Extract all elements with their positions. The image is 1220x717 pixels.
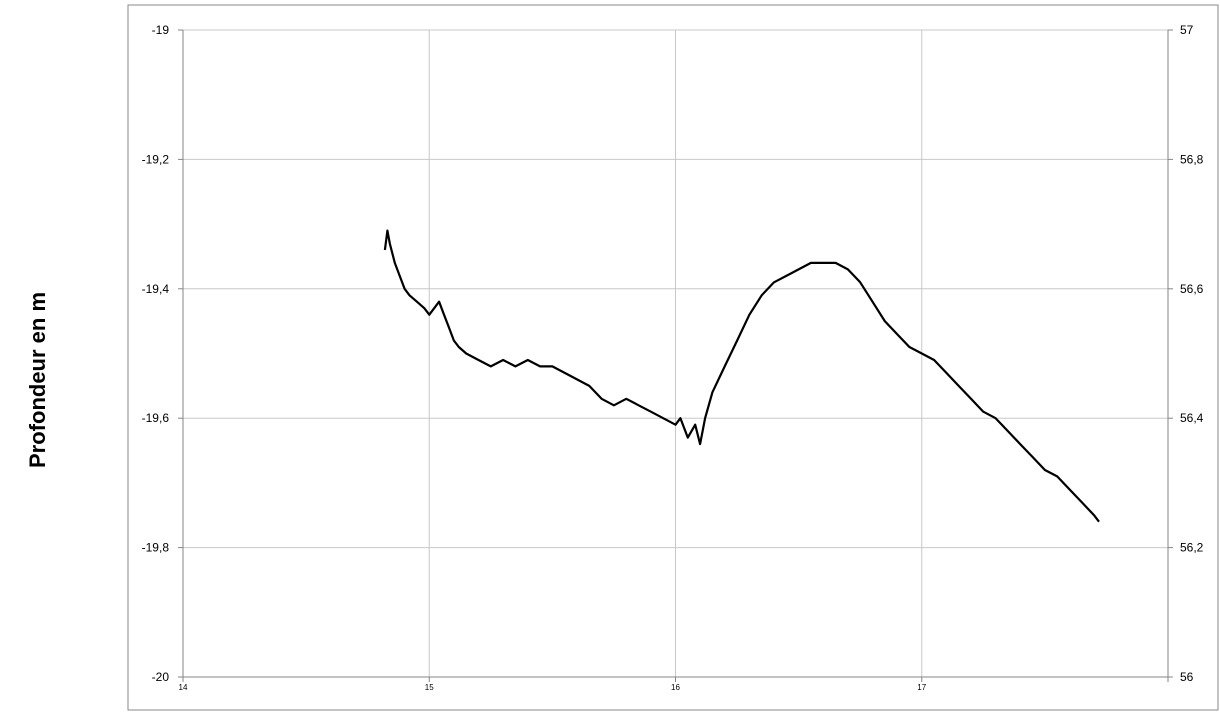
axes: [178, 29, 1173, 682]
y-tick-label: -19: [152, 23, 170, 37]
y2-tick-label: 56,8: [1180, 152, 1204, 166]
tick-labels: -19 -19,2 -19,4 -19,6 -19,8 -20 57 56,8 56,6 56,4…: [142, 23, 1204, 692]
y2-tick-label: 57: [1180, 23, 1194, 37]
x-tick-label: 16: [671, 683, 680, 692]
y-tick-label: -19,6: [142, 411, 170, 425]
y-tick-label: -20: [152, 670, 170, 684]
y2-tick-label: 56,6: [1180, 282, 1204, 296]
chart-outer-frame: [127, 4, 1219, 711]
x-tick-label: 14: [179, 683, 188, 692]
x-tick-label: 17: [917, 683, 926, 692]
x-tick-label: 15: [425, 683, 434, 692]
y-tick-label: -19,4: [142, 282, 170, 296]
y-tick-label: -19,2: [142, 152, 170, 166]
y2-tick-label: 56,4: [1180, 411, 1204, 425]
y-axis-label: Profondeur en m: [25, 292, 50, 468]
series-line: [383, 229, 1100, 523]
y2-tick-label: 56,2: [1180, 541, 1204, 555]
y2-tick-label: 56: [1180, 670, 1194, 684]
series-group: [383, 229, 1100, 523]
y-tick-label: -19,8: [142, 541, 170, 555]
